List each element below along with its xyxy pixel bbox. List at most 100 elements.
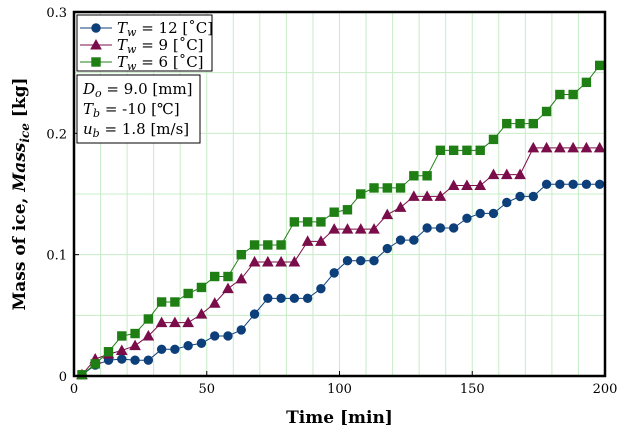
data-point xyxy=(170,344,180,355)
data-point xyxy=(368,223,380,234)
data-point xyxy=(500,168,513,180)
data-point xyxy=(448,145,459,156)
data-point xyxy=(341,223,354,234)
data-point xyxy=(142,329,155,341)
data-point xyxy=(182,316,195,328)
data-point xyxy=(196,282,207,293)
data-point xyxy=(115,344,128,356)
data-point xyxy=(581,179,592,189)
data-point xyxy=(593,141,606,153)
data-point xyxy=(448,223,459,233)
y-axis-title: Mass of ice, Massice [kg] xyxy=(10,77,32,310)
condition-line: Tb = -10 [℃] xyxy=(83,100,180,120)
data-point xyxy=(248,255,261,267)
data-point xyxy=(288,255,301,267)
data-point xyxy=(581,77,592,88)
x-tick-label: 50 xyxy=(198,382,215,397)
data-point xyxy=(474,179,487,191)
data-point xyxy=(447,179,460,191)
series-line-3 xyxy=(81,65,601,376)
data-point xyxy=(263,240,273,250)
data-point xyxy=(195,308,208,319)
conditions-frame xyxy=(76,74,201,144)
data-point xyxy=(354,223,367,234)
y-axis-title-italic: Mass xyxy=(10,142,30,192)
data-point xyxy=(488,134,499,145)
data-point xyxy=(302,293,313,304)
legend: Tw = 12 [˚C]Tw = 9 [˚C]Tw = 6 [˚C] xyxy=(76,14,213,73)
data-point xyxy=(236,249,246,260)
data-point xyxy=(394,201,407,212)
y-tick-label: 0 xyxy=(59,370,67,385)
legend-entry: Tw = 6 [˚C] xyxy=(117,53,204,73)
data-point xyxy=(129,339,141,351)
y-tick-label: 0.3 xyxy=(46,6,67,21)
data-point xyxy=(356,189,366,199)
data-point xyxy=(580,141,593,153)
x-tick-label: 150 xyxy=(460,382,485,397)
data-point xyxy=(409,235,419,245)
data-point xyxy=(156,344,167,355)
data-point xyxy=(502,197,512,208)
data-point xyxy=(462,213,472,223)
x-tick-label: 0 xyxy=(70,382,78,397)
y-tick-label: 0.2 xyxy=(46,127,67,142)
data-point xyxy=(369,256,379,266)
data-point xyxy=(289,217,300,227)
y-axis-title-subscript: ice xyxy=(18,123,32,143)
data-point xyxy=(276,240,286,250)
data-point xyxy=(554,141,566,153)
data-point xyxy=(435,145,446,156)
legend-marker xyxy=(91,23,101,33)
data-point xyxy=(289,293,300,304)
data-point xyxy=(90,359,100,369)
data-point xyxy=(130,355,140,365)
data-point xyxy=(515,118,525,129)
legend-entry: Tw = 9 [˚C] xyxy=(117,36,204,56)
series-markers xyxy=(76,60,606,380)
data-point xyxy=(461,179,473,191)
y-tick-label: 0.1 xyxy=(46,249,67,264)
data-point xyxy=(422,223,432,233)
data-point xyxy=(249,240,260,250)
data-point xyxy=(421,190,433,201)
data-point xyxy=(407,190,420,201)
series-line-2 xyxy=(81,147,600,376)
data-point xyxy=(515,191,525,202)
data-point xyxy=(183,288,193,299)
data-point xyxy=(381,208,394,220)
data-point xyxy=(117,354,127,364)
data-point xyxy=(183,340,193,351)
data-point xyxy=(236,325,246,335)
y-axis-title-suffix: [kg] xyxy=(10,77,30,123)
data-point xyxy=(103,347,114,357)
data-point xyxy=(315,235,327,246)
data-point xyxy=(316,283,326,294)
legend-entry: Tw = 12 [˚C] xyxy=(117,19,213,39)
data-point xyxy=(409,171,419,181)
data-point xyxy=(235,272,248,284)
data-point xyxy=(301,235,314,246)
data-point xyxy=(263,293,273,304)
data-point xyxy=(594,60,605,71)
series-lines xyxy=(81,65,601,376)
data-point xyxy=(475,208,485,219)
data-point xyxy=(369,183,379,193)
data-point xyxy=(329,268,339,278)
tick-labels: 0 50 100 150 200 0 0.1 0.2 0.3 xyxy=(46,6,617,397)
data-point xyxy=(541,179,552,189)
data-point xyxy=(117,331,127,341)
data-point xyxy=(316,217,326,227)
data-point xyxy=(488,208,499,219)
series-line-1 xyxy=(81,183,600,376)
conditions-box: Do = 9.0 [mm]Tb = -10 [℃]ub = 1.8 [m/s] xyxy=(76,74,201,144)
data-point xyxy=(435,223,446,233)
data-point xyxy=(156,297,167,307)
condition-line: ub = 1.8 [m/s] xyxy=(83,120,189,140)
data-point xyxy=(395,183,406,193)
data-point xyxy=(329,207,339,217)
data-point xyxy=(342,256,353,266)
data-point xyxy=(223,271,233,282)
data-point xyxy=(249,309,260,319)
